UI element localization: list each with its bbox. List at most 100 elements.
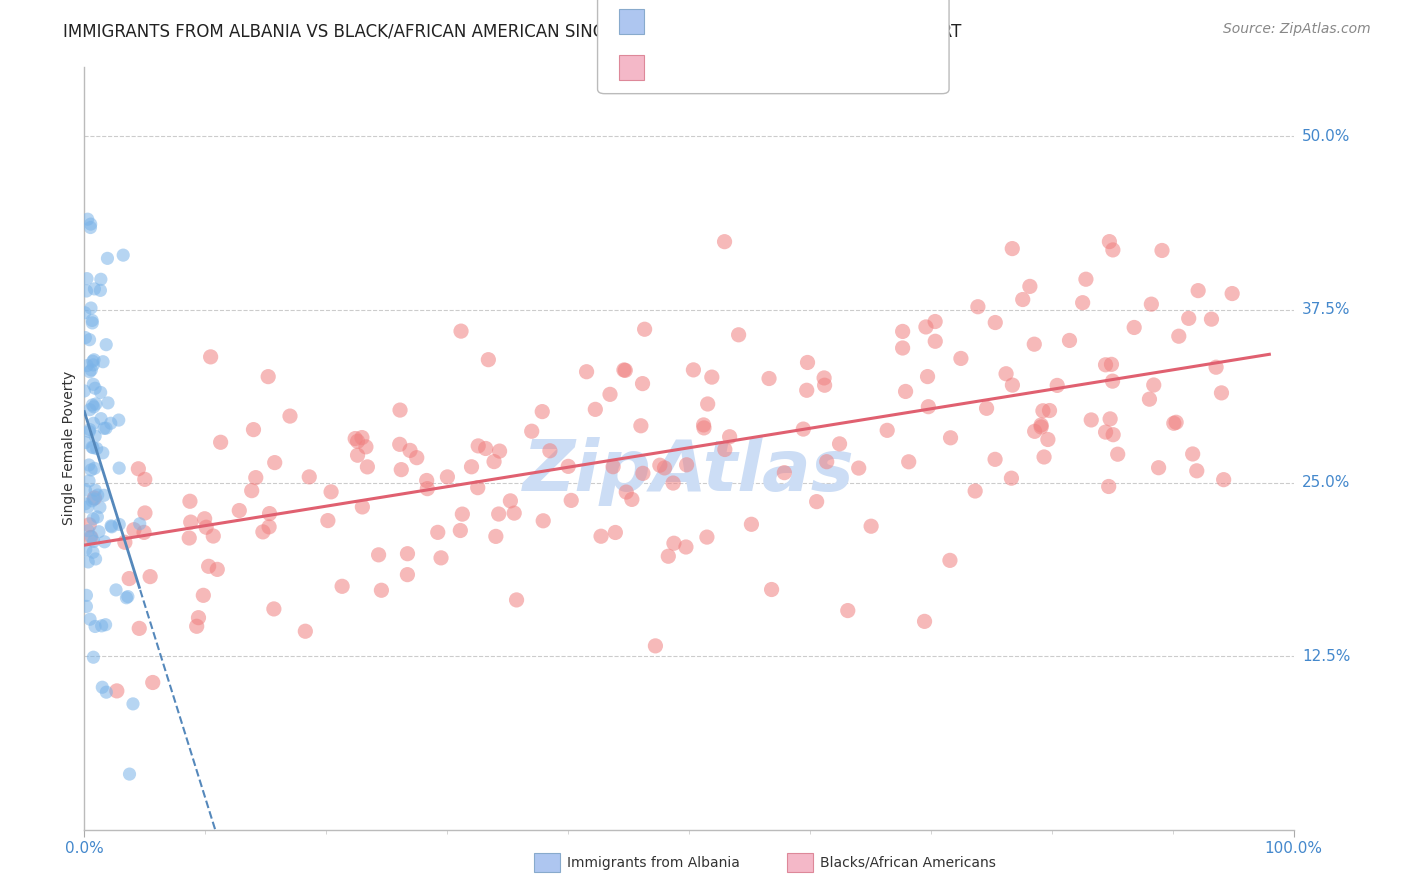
Point — [179, 494, 201, 508]
Point — [344, 432, 367, 446]
Point — [648, 458, 671, 473]
Point — [128, 621, 150, 635]
Point — [252, 524, 274, 539]
Point — [631, 376, 654, 391]
Text: -0.271: -0.271 — [693, 12, 758, 30]
Point — [84, 619, 107, 633]
Point — [207, 562, 229, 576]
Point — [77, 524, 100, 538]
Point — [696, 530, 718, 544]
Point — [132, 525, 155, 540]
Point — [75, 330, 97, 344]
Point — [77, 555, 100, 569]
Point — [758, 371, 780, 385]
Point — [614, 485, 637, 500]
Point — [477, 352, 499, 367]
Point — [449, 524, 471, 538]
Point — [186, 619, 208, 633]
Point — [1046, 378, 1069, 392]
Point — [396, 547, 419, 561]
Point — [76, 284, 98, 298]
Point — [75, 588, 97, 602]
Point — [75, 542, 97, 557]
Point — [488, 507, 510, 521]
Point — [1101, 374, 1123, 388]
Point — [96, 337, 118, 351]
Point — [915, 320, 938, 334]
Point — [370, 583, 392, 598]
Text: 25.0%: 25.0% — [1302, 475, 1350, 491]
Point — [263, 456, 285, 470]
Point — [396, 567, 419, 582]
Text: 90: 90 — [782, 12, 807, 30]
Point — [346, 434, 368, 449]
Point — [82, 377, 104, 392]
Point — [897, 455, 920, 469]
Point — [209, 435, 232, 450]
Point — [180, 515, 202, 529]
Point — [97, 396, 120, 410]
Point — [714, 442, 737, 457]
Point — [83, 282, 105, 296]
Point — [605, 525, 627, 540]
Point — [79, 425, 101, 439]
Point — [631, 467, 654, 481]
Point — [187, 610, 209, 624]
Point — [620, 492, 643, 507]
Point — [91, 680, 114, 694]
Point — [82, 354, 104, 368]
Point — [75, 483, 97, 497]
Point — [503, 506, 526, 520]
Point — [195, 520, 218, 534]
Point — [1177, 311, 1199, 326]
Point — [346, 448, 368, 462]
Point — [796, 355, 818, 369]
Point — [105, 582, 128, 597]
Point — [965, 483, 987, 498]
Point — [467, 481, 489, 495]
Point — [367, 548, 389, 562]
Point — [389, 462, 412, 476]
Point — [294, 624, 316, 639]
Point — [488, 444, 510, 458]
Point — [73, 306, 96, 320]
Point — [482, 454, 505, 468]
Point — [657, 549, 679, 564]
Point — [127, 462, 149, 476]
Point — [142, 675, 165, 690]
Point — [82, 316, 104, 330]
Point — [557, 459, 579, 474]
Point — [79, 217, 101, 231]
Point — [1181, 447, 1204, 461]
Point — [1038, 403, 1060, 417]
Point — [83, 491, 105, 505]
Point — [1163, 417, 1185, 431]
Point — [828, 437, 851, 451]
Point — [1000, 471, 1022, 485]
Point — [813, 371, 835, 385]
Point — [352, 500, 374, 514]
Point — [1140, 297, 1163, 311]
Point — [450, 324, 472, 338]
Point — [876, 423, 898, 437]
Point — [90, 385, 112, 400]
Point — [1123, 320, 1146, 334]
Point — [245, 470, 267, 484]
Point — [200, 350, 222, 364]
Point — [630, 418, 652, 433]
Point — [242, 423, 264, 437]
Point — [467, 439, 489, 453]
Point — [1166, 415, 1188, 429]
Point — [1094, 425, 1116, 439]
Point — [1201, 312, 1223, 326]
Point — [796, 384, 818, 398]
Point — [485, 529, 508, 543]
Point — [1220, 286, 1243, 301]
Point — [693, 421, 716, 435]
Point — [79, 612, 101, 626]
Point — [79, 402, 101, 417]
Point — [505, 593, 527, 607]
Point — [589, 529, 612, 543]
Point — [83, 491, 105, 506]
Point — [96, 252, 118, 266]
